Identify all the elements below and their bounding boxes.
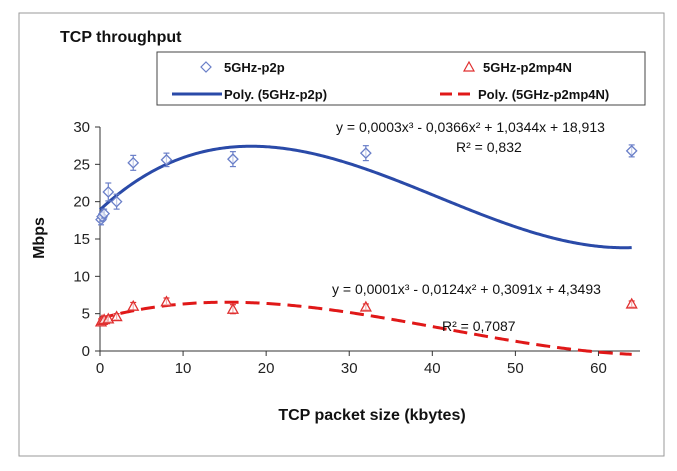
point-5ghz-p2mp4n-3 (102, 312, 115, 324)
point-5ghz-p2p-9 (625, 144, 638, 158)
point-5ghz-p2mp4n-7 (226, 302, 240, 315)
x-tick-label-2: 20 (258, 360, 275, 377)
point-5ghz-p2mp4n-5 (127, 299, 140, 311)
x-tick-label-5: 50 (507, 360, 524, 377)
point-5ghz-p2mp4n-4 (110, 310, 123, 322)
y-tick-label-5: 25 (73, 156, 90, 173)
point-5ghz-p2p-7 (227, 151, 239, 168)
legend-label-5ghz-p2mp4n: 5GHz-p2mp4N (483, 60, 572, 75)
y-tick-label-3: 15 (73, 231, 90, 248)
x-ticks: 0 10 20 30 40 50 60 (96, 351, 607, 377)
x-tick-label-4: 40 (424, 360, 441, 377)
y-tick-label-4: 20 (73, 194, 90, 211)
y-axis-title: Mbps (31, 217, 48, 259)
x-tick-label-6: 60 (590, 360, 607, 377)
y-tick-label-1: 5 (82, 306, 90, 323)
legend-marker-5ghz-p2p (200, 61, 212, 73)
trendline-layer (98, 144, 632, 356)
point-5ghz-p2mp4n-8 (359, 300, 372, 312)
equation-poly-5ghz-p2p: y = 0,0003x³ - 0,0366x² + 1,0344x + 18,9… (336, 119, 605, 135)
legend-label-poly-5ghz-p2mp4n: Poly. (5GHz-p2mp4N) (478, 87, 609, 102)
trendline-1 (99, 300, 632, 356)
point-5ghz-p2p-4 (110, 193, 123, 210)
x-tick-label-0: 0 (96, 360, 104, 377)
legend: 5GHz-p2p 5GHz-p2mp4N Poly. (5GHz-p2p) Po… (172, 60, 609, 102)
x-tick-label-1: 10 (175, 360, 192, 377)
point-5ghz-p2p-2 (98, 207, 111, 220)
legend-box (156, 51, 646, 106)
point-5ghz-p2p-8 (359, 145, 372, 162)
point-5ghz-p2p-6 (160, 152, 173, 168)
r2-poly-5ghz-p2mp4n: R² = 0,7087 (442, 318, 516, 334)
trendline-0 (98, 144, 632, 250)
legend-label-poly-5ghz-p2p: Poly. (5GHz-p2p) (224, 87, 327, 102)
x-tick-label-3: 30 (341, 360, 358, 377)
points-layer (94, 144, 638, 327)
y-tick-label-2: 10 (73, 268, 90, 285)
y-tick-label-0: 0 (82, 343, 90, 360)
chart-title: TCP throughput (60, 29, 182, 46)
x-axis-title: TCP packet size (kbytes) (278, 407, 465, 424)
point-5ghz-p2p-3 (102, 182, 115, 202)
point-5ghz-p2mp4n-9 (625, 297, 638, 309)
y-ticks: 0 5 10 15 20 25 30 (73, 119, 100, 360)
equation-poly-5ghz-p2mp4n: y = 0,0001x³ - 0,0124x² + 0,3091x + 4,34… (332, 281, 601, 297)
y-tick-label-6: 30 (73, 119, 90, 136)
r2-poly-5ghz-p2p: R² = 0,832 (456, 139, 522, 155)
point-5ghz-p2mp4n-6 (160, 295, 173, 307)
legend-label-5ghz-p2p: 5GHz-p2p (224, 60, 285, 75)
point-5ghz-p2p-5 (127, 154, 140, 171)
legend-marker-5ghz-p2mp4n (462, 60, 476, 72)
